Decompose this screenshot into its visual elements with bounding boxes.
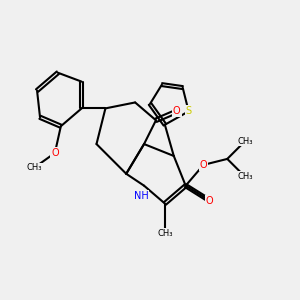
Text: NH: NH xyxy=(134,191,148,201)
Text: O: O xyxy=(173,106,181,116)
Text: CH₃: CH₃ xyxy=(26,163,42,172)
Text: CH₃: CH₃ xyxy=(157,229,172,238)
Text: O: O xyxy=(51,148,59,158)
Text: CH₃: CH₃ xyxy=(237,172,253,181)
Text: O: O xyxy=(206,196,213,206)
Text: S: S xyxy=(186,106,192,116)
Text: CH₃: CH₃ xyxy=(237,136,253,146)
Text: O: O xyxy=(200,160,207,170)
